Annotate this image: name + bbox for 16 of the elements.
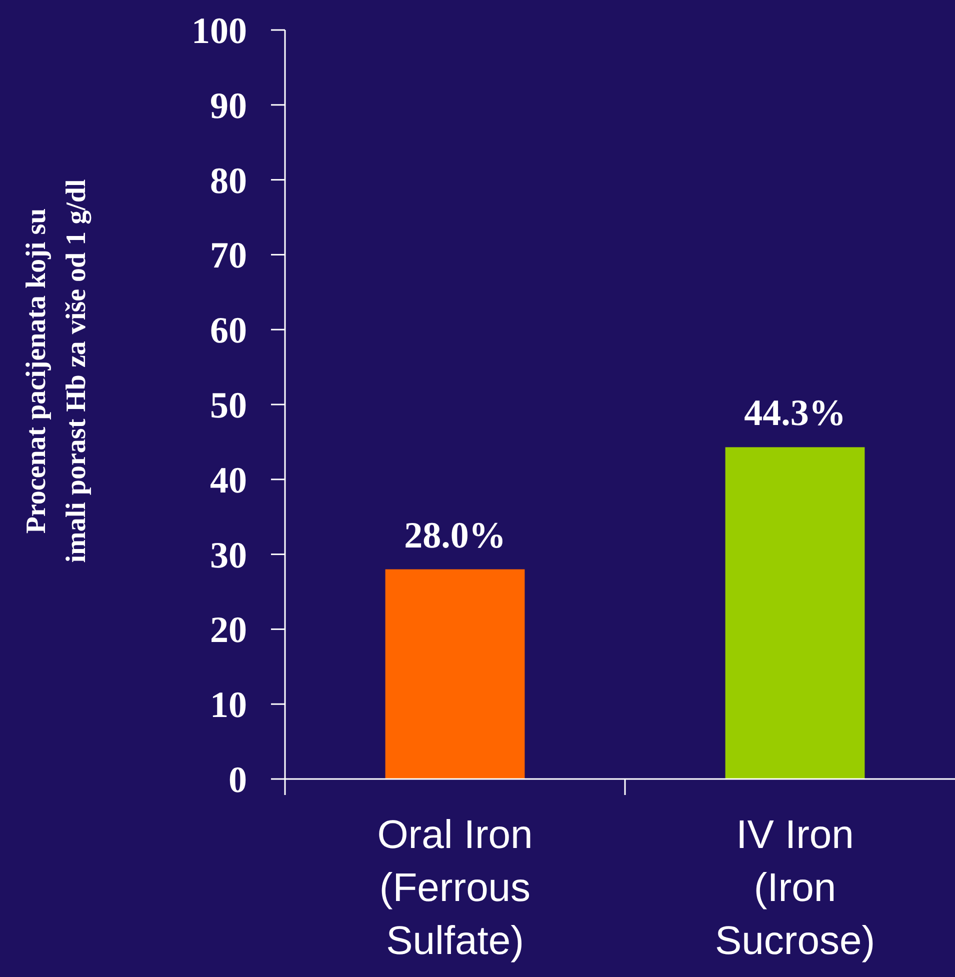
y-tick-label: 40	[210, 460, 247, 502]
y-tick-label: 80	[210, 160, 247, 202]
y-tick-label: 90	[210, 86, 247, 127]
y-axis-title: Procenat pacijenata koji su imali porast Hb za više od 1 g/dl	[21, 179, 92, 563]
x-tick-label: Oral Iron (Ferrous Sulfate)	[377, 813, 533, 963]
x-tick-label: IV Iron (Iron Sucrose)	[714, 813, 876, 963]
y-tick-label: 20	[210, 610, 247, 652]
y-tick-label: 10	[210, 685, 247, 726]
y-tick-label: 50	[210, 385, 247, 426]
y-tick-label: 100	[192, 10, 247, 52]
y-tick-label: 60	[210, 310, 247, 352]
data-label: 44.3%	[744, 393, 846, 434]
y-tick-label: 0	[228, 760, 247, 801]
data-label: 28.0%	[404, 515, 506, 556]
y-tick-label: 70	[210, 236, 247, 277]
y-tick-label: 30	[210, 535, 247, 576]
